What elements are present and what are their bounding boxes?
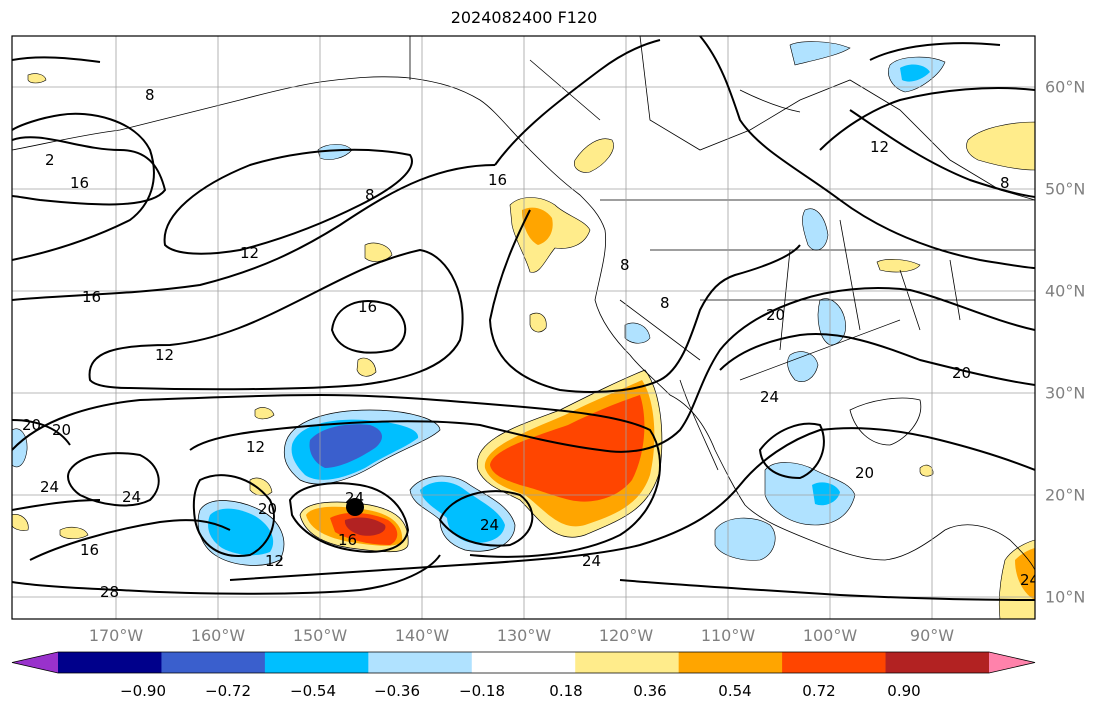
contour-label: 20 — [52, 421, 71, 439]
shaded-anomaly-field — [12, 41, 1035, 619]
contour-label: 24 — [40, 478, 59, 496]
contour-labels: 2 8 16 8 12 16 16 12 12 16 16 8 8 12 8 2… — [22, 86, 1039, 601]
contour-label: 24 — [122, 488, 141, 506]
lat-label: 20°N — [1045, 485, 1086, 505]
contour-label: 24 — [582, 552, 601, 570]
colorbar — [11, 651, 1036, 674]
lon-label: 90°W — [909, 626, 955, 645]
lon-label: 130°W — [496, 626, 552, 645]
lon-label: 120°W — [598, 626, 654, 645]
colorbar-tick-label: 0.18 — [549, 682, 583, 700]
colorbar-extend-min — [12, 652, 58, 673]
colorbar-tick-label: 0.36 — [633, 682, 667, 700]
lat-label: 30°N — [1045, 383, 1086, 403]
storm-position-marker — [346, 498, 364, 516]
contour-label: 12 — [265, 552, 284, 570]
contour-label: 28 — [100, 583, 119, 601]
lat-lon-grid — [12, 36, 1035, 619]
contour-label: 20 — [766, 306, 785, 324]
colorbar-outline — [11, 651, 1036, 674]
contour-label: 20 — [22, 416, 41, 434]
colorbar-tick-label: 0.72 — [802, 682, 836, 700]
contour-label: 8 — [620, 256, 630, 274]
colorbar-tick-label: 0.54 — [718, 682, 752, 700]
contour-label: 8 — [145, 86, 155, 104]
contour-label: 16 — [358, 298, 377, 316]
lon-label: 100°W — [802, 626, 858, 645]
contour-label: 8 — [660, 294, 670, 312]
colorbar-segment — [368, 652, 473, 673]
lon-label: 170°W — [88, 626, 144, 645]
lat-label: 50°N — [1045, 179, 1086, 199]
colorbar-tick-label: −0.54 — [290, 682, 336, 700]
contour-label: 12 — [240, 244, 259, 262]
contour-label: 2 — [45, 151, 55, 169]
colorbar-tick-label: −0.90 — [120, 682, 166, 700]
lat-label: 40°N — [1045, 281, 1086, 301]
colorbar-segment — [575, 652, 680, 673]
contour-label: 12 — [155, 346, 174, 364]
map-title: 2024082400 F120 — [450, 8, 598, 27]
colorbar-segment — [471, 652, 576, 673]
colorbar-extend-max — [989, 652, 1035, 673]
height-contours — [12, 36, 1035, 601]
contour-label: 8 — [1000, 174, 1010, 192]
colorbar-segment — [264, 652, 369, 673]
contour-label: 16 — [488, 171, 507, 189]
contour-label: 20 — [855, 464, 874, 482]
contour-label: 20 — [258, 500, 277, 518]
contour-label: 20 — [952, 364, 971, 382]
contour-label: 16 — [82, 288, 101, 306]
contour-label: 12 — [870, 138, 889, 156]
contour-label: 12 — [246, 438, 265, 456]
lon-label: 160°W — [190, 626, 246, 645]
coastlines-and-borders — [12, 36, 1035, 571]
lon-label: 150°W — [292, 626, 348, 645]
colorbar-segment — [58, 652, 162, 673]
contour-label: 16 — [338, 531, 357, 549]
contour-label: 24 — [760, 388, 779, 406]
contour-label: 16 — [70, 174, 89, 192]
contour-label: 8 — [365, 186, 375, 204]
colorbar-tick-label: 0.90 — [887, 682, 921, 700]
contour-label: 16 — [80, 541, 99, 559]
colorbar-segment — [161, 652, 266, 673]
colorbar-segment — [678, 652, 783, 673]
colorbar-tick-label: −0.36 — [374, 682, 420, 700]
lon-label: 140°W — [394, 626, 450, 645]
colorbar-tick-label: −0.18 — [459, 682, 505, 700]
contour-label: 24 — [1020, 571, 1039, 589]
lat-label: 10°N — [1045, 587, 1086, 607]
colorbar-segment — [782, 652, 887, 673]
lat-label: 60°N — [1045, 77, 1086, 97]
colorbar-segment — [885, 652, 990, 673]
colorbar-tick-label: −0.72 — [205, 682, 251, 700]
contour-label: 24 — [480, 516, 499, 534]
lon-label: 110°W — [700, 626, 756, 645]
